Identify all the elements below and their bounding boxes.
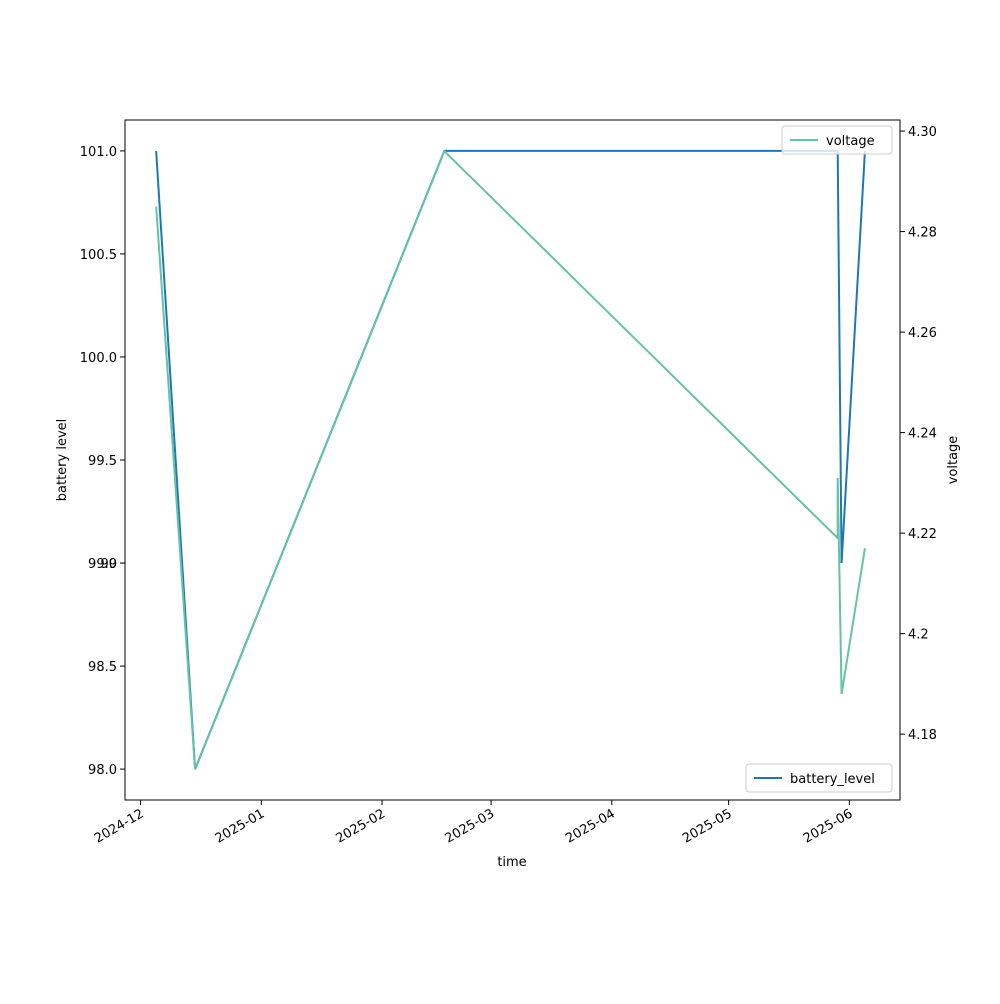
y-tick-label: 98.5 [88,660,117,675]
legend-label: battery_level [790,772,875,787]
y-tick-label: 99.0 [88,557,117,572]
y-tick-label: 99 [100,557,117,572]
series-line [155,149,866,770]
x-tick-label: 2025-03 [443,806,498,846]
x-tick-label: 2025-06 [801,806,856,846]
x-axis-label: time [497,855,526,870]
x-tick-label: 2024-12 [92,806,147,846]
y-tick-label: 99.5 [88,454,117,469]
y-tick-label: 98.0 [88,763,117,778]
y2-axis-label: voltage [946,436,961,485]
x-tick-label: 2025-02 [333,806,388,846]
y-axis-label: battery level [55,419,70,502]
legend-label: voltage [826,134,875,149]
legend-box [781,125,893,155]
y-tick-label: 100.5 [80,248,117,263]
y-tick-label: 100.0 [80,351,117,366]
y2-tick-label: 4.18 [908,728,937,743]
x-tick-label: 2025-05 [680,806,735,846]
y2-tick-label: 4.28 [908,226,937,241]
plot-frame [124,119,901,801]
x-tick-label: 2025-04 [563,806,618,846]
legend-box [745,763,893,793]
x-tick-label: 2025-01 [213,806,268,846]
y2-tick-label: 4.30 [908,125,937,140]
y2-tick-label: 4.22 [908,527,937,542]
y2-tick-label: 4.24 [908,427,937,442]
y2-tick-label: 4.2 [908,628,929,643]
y2-tick-label: 4.26 [908,326,937,341]
y-tick-label: 101.0 [80,145,117,160]
